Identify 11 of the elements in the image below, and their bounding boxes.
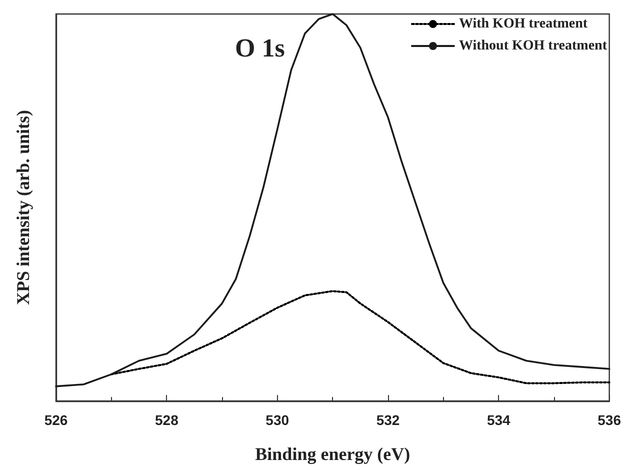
text: O 1s — [235, 34, 285, 62]
x-tick-label: 530 — [266, 412, 290, 428]
x-tick-label: 534 — [486, 412, 511, 428]
legend-label: Without KOH treatment — [458, 38, 608, 54]
x-axis-title: Binding energy (eV) — [255, 444, 410, 464]
x-tick-label: 526 — [44, 412, 68, 428]
legend-label: With KOH treatment — [458, 16, 588, 32]
x-tick-label: 536 — [598, 412, 622, 428]
x-tick-label: 528 — [154, 412, 179, 428]
x-tick-label: 532 — [376, 412, 400, 428]
y-axis-title: XPS intensity (arb. units) — [13, 110, 33, 306]
